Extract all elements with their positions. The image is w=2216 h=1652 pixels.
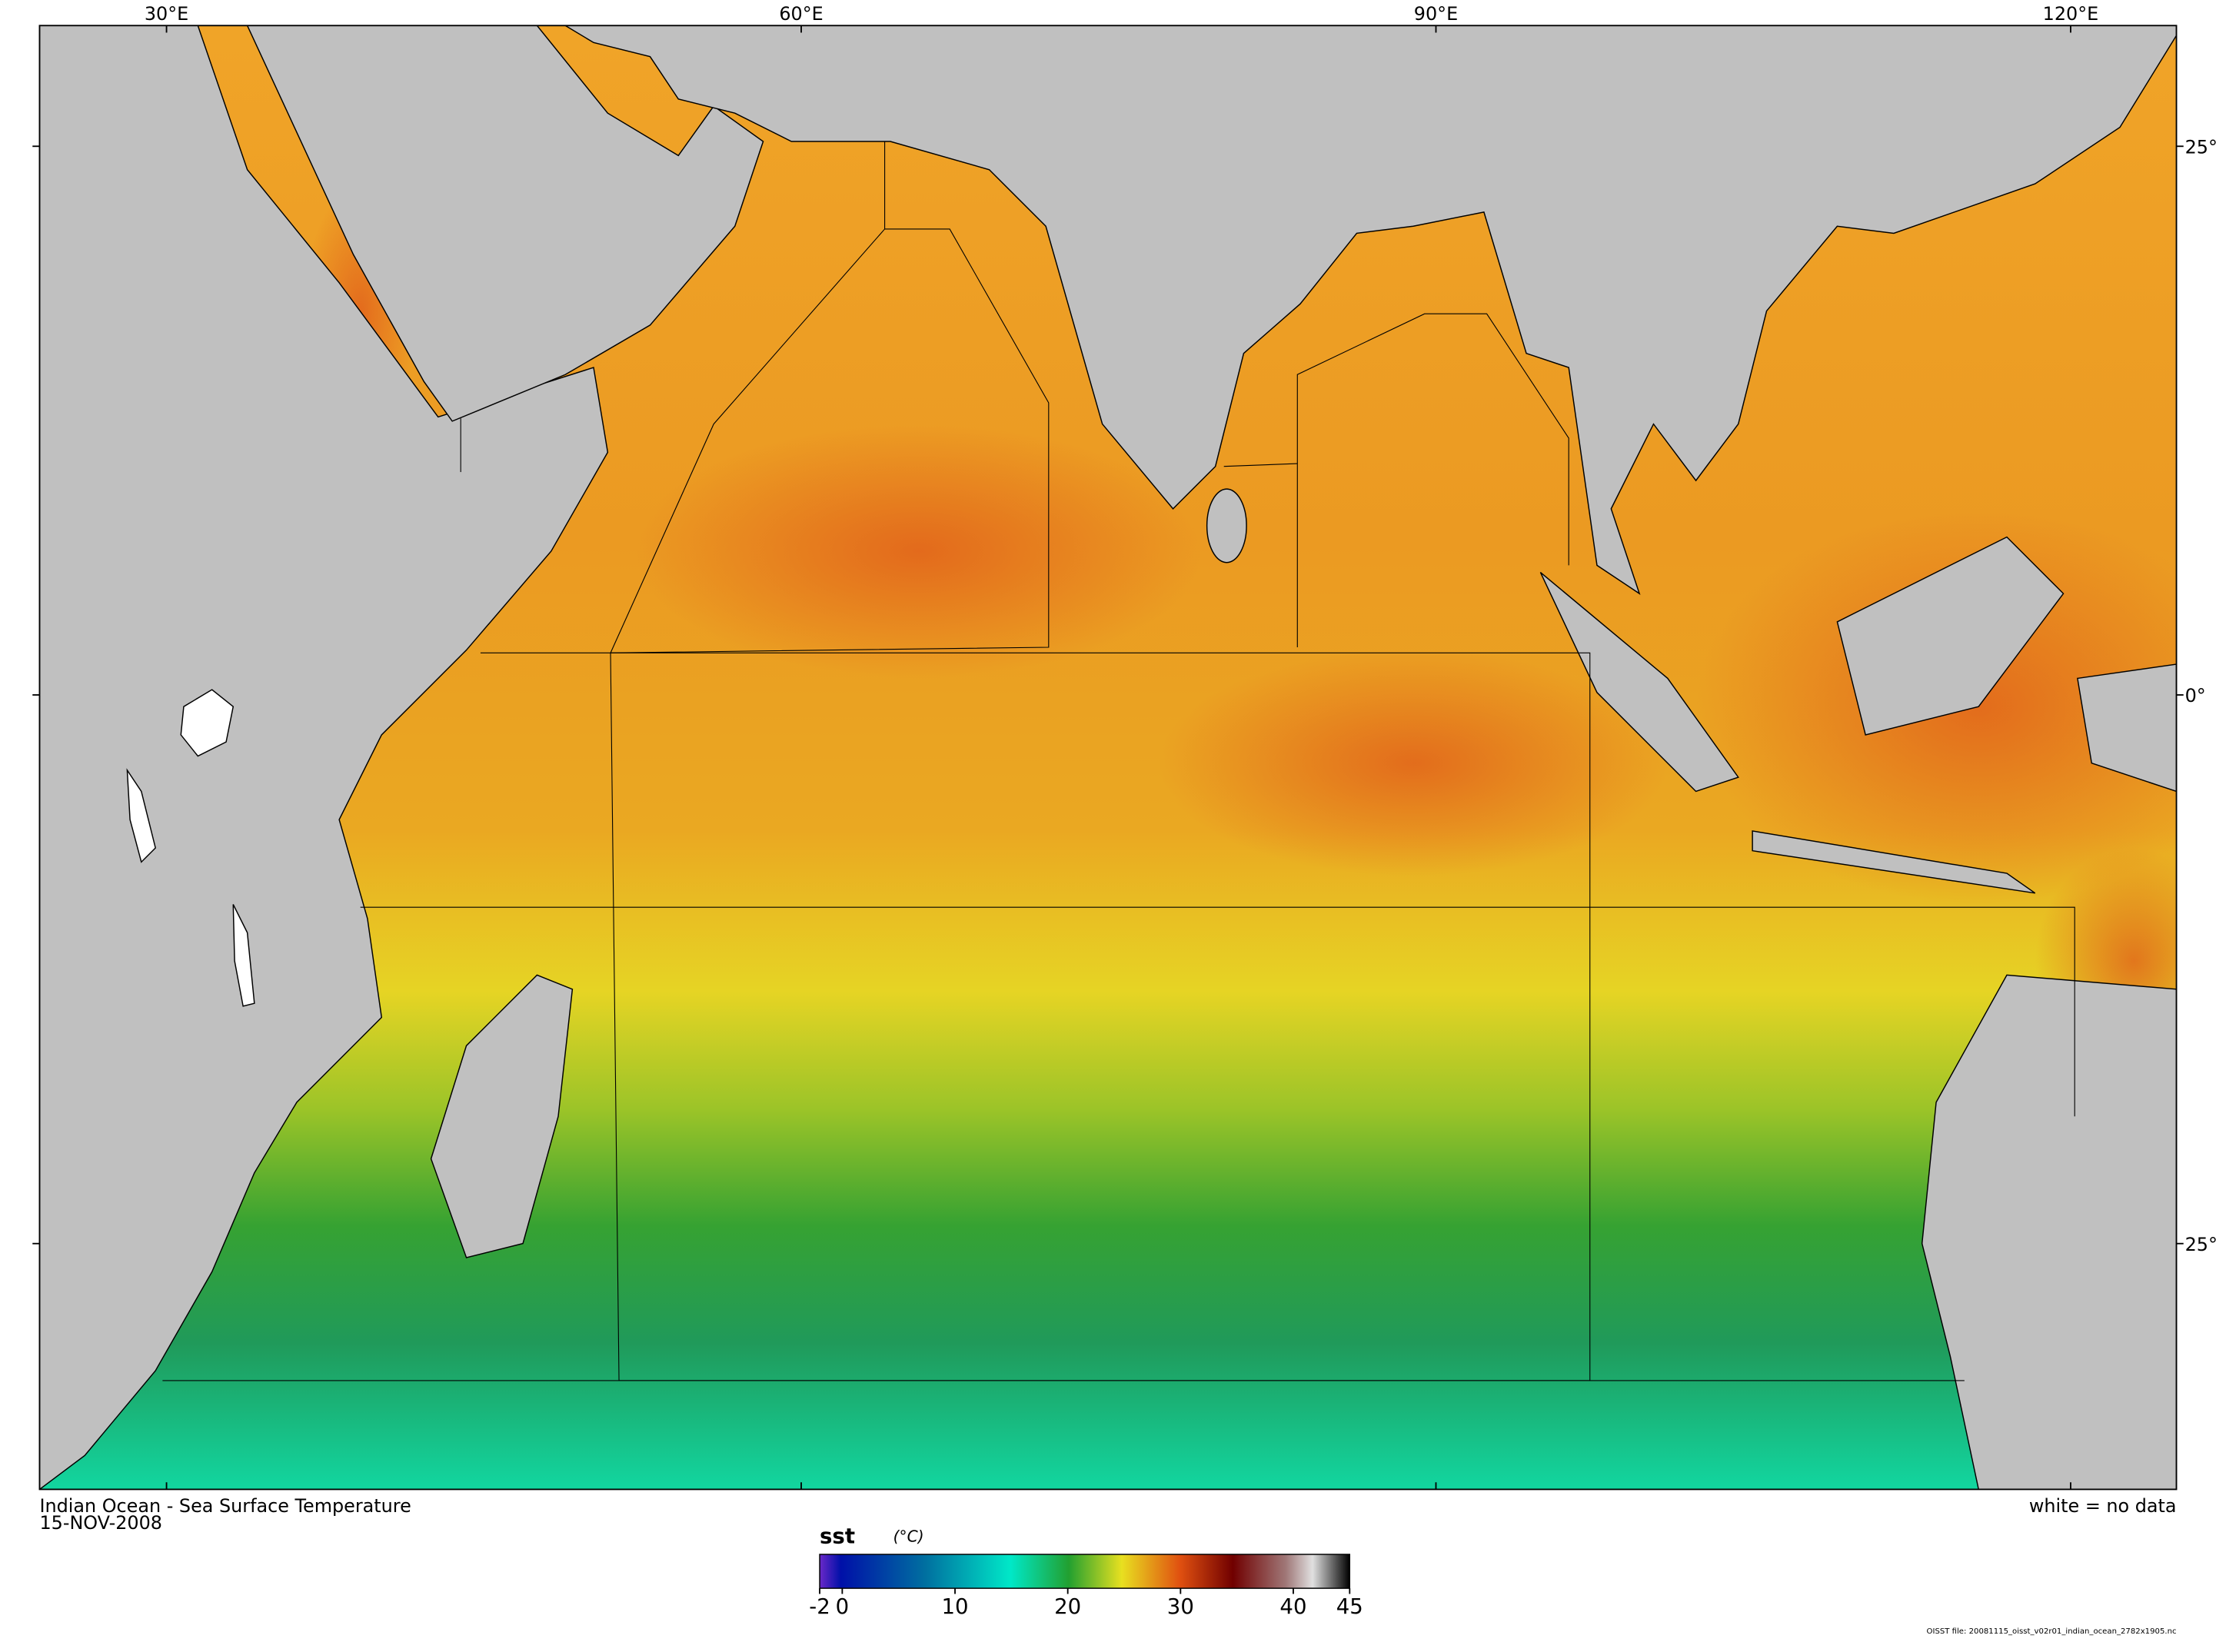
map-title: Indian Ocean - Sea Surface Temperature xyxy=(39,1495,411,1517)
colorbar-variable: sst xyxy=(820,1523,855,1548)
australia xyxy=(1921,974,2177,1490)
arabia xyxy=(246,25,764,422)
region-boundary xyxy=(610,141,1050,653)
colorbar-unit: (°C) xyxy=(893,1527,924,1545)
colorbar xyxy=(819,1554,1351,1589)
lat-tick-label: 25° xyxy=(2185,1234,2216,1255)
colorbar-tick-label: -2 xyxy=(809,1594,830,1619)
sumatra xyxy=(1539,572,1739,793)
region-boundary xyxy=(1296,313,1569,647)
colorbar-tick-label: 10 xyxy=(941,1594,968,1619)
colorbar-tick-label: 0 xyxy=(836,1594,850,1619)
no-data-lake xyxy=(232,904,255,1007)
region-boundary xyxy=(1223,463,1298,467)
warm-patch xyxy=(636,424,1202,679)
borneo xyxy=(1836,536,2065,736)
colorbar-tick-label: 45 xyxy=(1336,1594,1363,1619)
region-boundary xyxy=(360,906,2075,1117)
lon-tick-label: 120°E xyxy=(2043,3,2099,25)
map-date: 15-NOV-2008 xyxy=(39,1512,162,1534)
map-frame xyxy=(38,25,2178,1491)
lat-tick-label: 25° xyxy=(2185,136,2216,158)
lat-tick-label: 0° xyxy=(2185,685,2206,706)
lon-tick-label: 30°E xyxy=(145,3,188,25)
no-data-lake xyxy=(180,689,235,757)
sri-lanka xyxy=(1206,488,1247,563)
africa xyxy=(39,25,609,1490)
asia xyxy=(564,25,2177,595)
lon-tick-label: 90°E xyxy=(1414,3,1458,25)
map-area xyxy=(39,25,2177,1490)
no-data-note: white = no data xyxy=(2029,1495,2177,1517)
no-data-lake xyxy=(126,768,156,863)
colorbar-tick-label: 40 xyxy=(1279,1594,1306,1619)
lon-tick-label: 60°E xyxy=(779,3,823,25)
warm-patch xyxy=(1159,650,1668,876)
java xyxy=(1752,830,2036,894)
colorbar-tick-label: 20 xyxy=(1054,1594,1081,1619)
source-file: OISST file: 20081115_oisst_v02r01_indian… xyxy=(1927,1627,2177,1636)
madagascar xyxy=(430,974,574,1258)
sulawesi xyxy=(2077,663,2177,793)
colorbar-tick-label: 30 xyxy=(1167,1594,1194,1619)
